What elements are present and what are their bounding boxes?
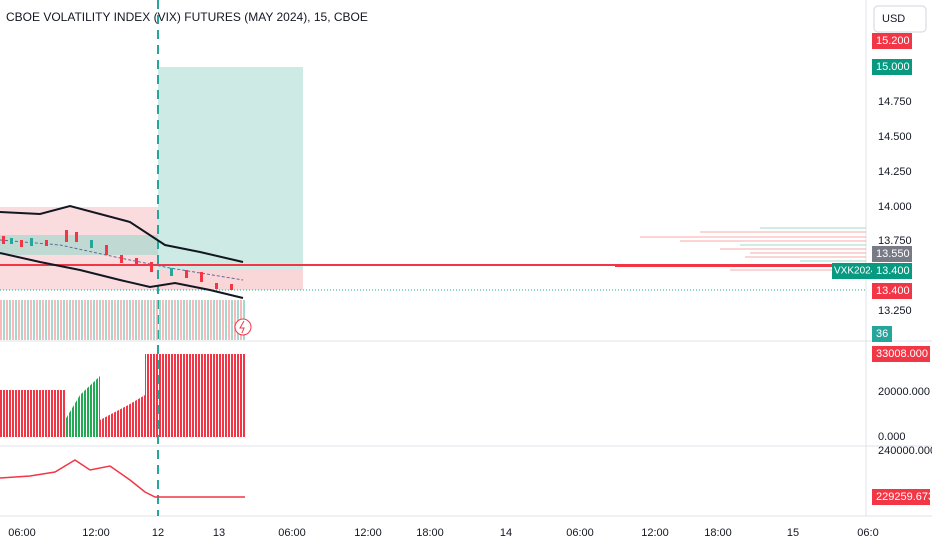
time-label: 12 <box>152 527 164 539</box>
alert-icon <box>234 318 252 336</box>
time-label: 14 <box>500 527 512 539</box>
time-label: 06:00 <box>566 527 594 539</box>
profit-zone <box>158 67 303 270</box>
histogram <box>65 376 100 437</box>
price-badge <box>872 246 912 262</box>
indicator-badge <box>872 346 930 362</box>
volume-badge <box>872 326 892 342</box>
volume-bars <box>0 300 245 340</box>
time-label: 13 <box>213 527 225 539</box>
alert-icon-bolt <box>239 320 245 334</box>
oscillator-tick: 240000.000 <box>878 445 932 457</box>
indicator-line <box>0 459 245 498</box>
price-tick: 13.750 <box>878 235 912 247</box>
price-badge <box>872 263 912 279</box>
histogram <box>145 354 245 437</box>
time-label: 06:00 <box>8 527 36 539</box>
symbol-badge <box>832 263 872 279</box>
currency-button[interactable] <box>873 5 927 33</box>
indicator-badge-label: 33008.000 <box>876 348 928 360</box>
loss-zone <box>158 270 303 290</box>
volume-badge-label: 36 <box>876 328 888 340</box>
price-tick: 14.000 <box>878 201 912 213</box>
time-label: 15 <box>787 527 799 539</box>
upper-band <box>0 204 244 263</box>
price-tick: 14.500 <box>878 131 912 143</box>
oscillator-badge <box>872 489 930 505</box>
price-badge-label: 13.400 <box>876 265 910 277</box>
time-label: 12:00 <box>354 527 382 539</box>
time-label: 18:00 <box>704 527 732 539</box>
indicator-tick: 0.000 <box>878 431 906 443</box>
price-badge-label: 15.000 <box>876 61 910 73</box>
price-badge <box>872 283 912 299</box>
price-badge <box>872 33 912 49</box>
time-label: 12:00 <box>641 527 669 539</box>
histogram <box>100 395 145 437</box>
price-badge-label: 15.200 <box>876 35 910 47</box>
chart-title: CBOE VOLATILITY INDEX (VIX) FUTURES (MAY… <box>6 10 368 24</box>
time-label: 12:00 <box>82 527 110 539</box>
time-label: 06:0 <box>857 527 878 539</box>
price-badge-label: 13.550 <box>876 248 910 260</box>
indicator-tick: 20000.000 <box>878 386 930 398</box>
price-tick: 13.250 <box>878 305 912 317</box>
price-badge <box>872 59 912 75</box>
price-tick: 14.750 <box>878 96 912 108</box>
currency-label[interactable]: USD <box>882 13 905 25</box>
lower-band <box>0 252 244 299</box>
entry-zone <box>0 235 158 255</box>
price-badge-label: 13.400 <box>876 285 910 297</box>
time-axis: 06:00 12:00 12 13 06:00 12:00 18:00 14 06:00 12:0… <box>8 527 878 539</box>
price-tick: 14.250 <box>878 166 912 178</box>
time-label: 06:00 <box>278 527 306 539</box>
oscillator-badge-label: 229259.673 <box>876 491 932 503</box>
candles <box>2 230 233 290</box>
histogram <box>0 390 65 437</box>
symbol-badge-label: VXK2024 <box>834 266 877 277</box>
time-label: 18:00 <box>416 527 444 539</box>
